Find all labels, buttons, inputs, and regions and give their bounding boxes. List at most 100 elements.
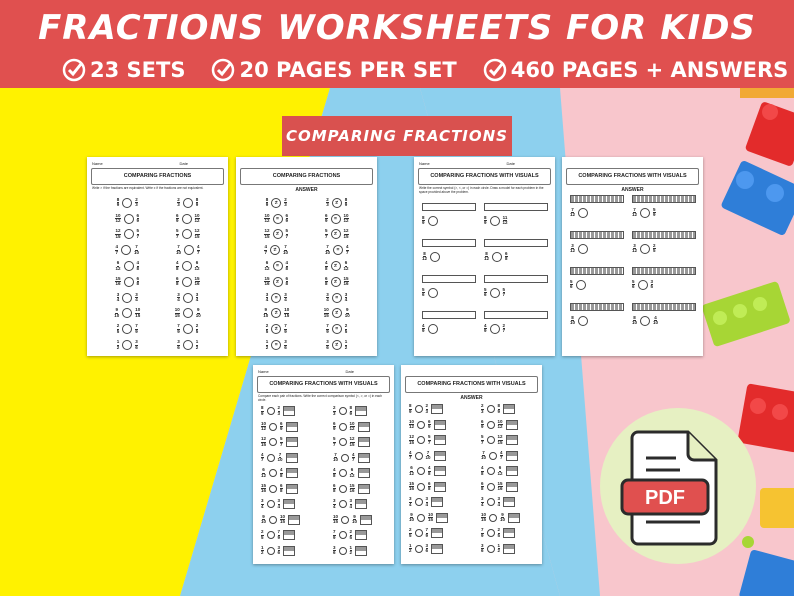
date-label: Date xyxy=(506,161,515,166)
name-label: Name xyxy=(92,161,103,166)
fraction-model xyxy=(283,499,296,509)
fraction-model xyxy=(436,512,449,523)
worksheet-title: COMPARING FRACTIONS xyxy=(240,168,373,185)
fraction: 9 10 xyxy=(352,513,358,524)
visual-compare-row: 6 12 4 8 xyxy=(261,467,298,479)
fraction-pair: 12 15 ≠ 5 7 xyxy=(264,228,289,240)
stat-sets-label: 23 SETS xyxy=(90,58,186,82)
fraction-pair: 5 7 ≠ 12 15 xyxy=(324,228,349,240)
fraction: 9 10 xyxy=(409,511,415,522)
fraction-pair: 6 12 4 8 xyxy=(97,258,158,274)
fraction-model xyxy=(433,435,446,445)
fraction-model xyxy=(505,450,518,461)
fraction-pair: 4 7 ≠ 7 10 xyxy=(264,244,289,256)
fraction-model xyxy=(505,466,518,476)
fraction-bar xyxy=(570,303,624,311)
fraction-model xyxy=(431,497,444,507)
lego-red-mid xyxy=(737,383,794,453)
check-circle-icon xyxy=(62,58,86,82)
fraction: 3 12 xyxy=(570,242,576,254)
fraction: 10 15 xyxy=(323,307,329,318)
fraction: 10 12 xyxy=(349,420,355,431)
fraction-pair: 7 10 4 7 xyxy=(158,242,219,258)
worksheet-title: COMPARING FRACTIONS WITH VISUALS xyxy=(405,376,538,393)
visual-compare-row: 10 12 6 9 xyxy=(261,421,298,433)
fraction-model xyxy=(285,452,298,463)
lego-blue xyxy=(721,160,794,236)
stat-pages-label: 20 PAGES PER SET xyxy=(239,58,457,82)
fraction: 6 12 xyxy=(343,260,349,271)
fraction: 6 12 xyxy=(115,260,121,271)
fraction-bar xyxy=(422,311,476,319)
fraction: 7 10 xyxy=(134,244,140,255)
fraction-model xyxy=(503,404,516,414)
lego-green xyxy=(702,281,790,347)
worksheet-visuals-compare-answer: COMPARING FRACTIONS WITH VISUALS ANSWER … xyxy=(401,365,542,564)
fraction-pair: 10 12 = 6 9 xyxy=(264,212,289,224)
fraction-model xyxy=(357,452,370,463)
fraction-model xyxy=(357,437,370,447)
fraction: 3 12 xyxy=(632,242,638,254)
fraction-model xyxy=(505,481,518,492)
fraction: 7 10 xyxy=(481,449,487,460)
header-banner: FRACTIONS WORKSHEETS FOR KIDS 23 SETS 20… xyxy=(0,0,794,88)
fraction-model xyxy=(508,512,521,523)
fraction-model xyxy=(433,419,446,430)
fraction-bar xyxy=(484,275,548,283)
date-label: Date xyxy=(179,161,188,166)
fraction: 15 16 xyxy=(343,275,349,287)
fraction-pair: 3 12 2 5 xyxy=(632,241,656,257)
fraction-model xyxy=(283,545,296,556)
visual-compare-row: 5 7 12 15 xyxy=(333,436,370,448)
fraction: 12 15 xyxy=(409,434,415,445)
fraction-model xyxy=(433,450,446,461)
fraction: 7 10 xyxy=(277,451,283,462)
fraction: 10 15 xyxy=(135,307,141,318)
